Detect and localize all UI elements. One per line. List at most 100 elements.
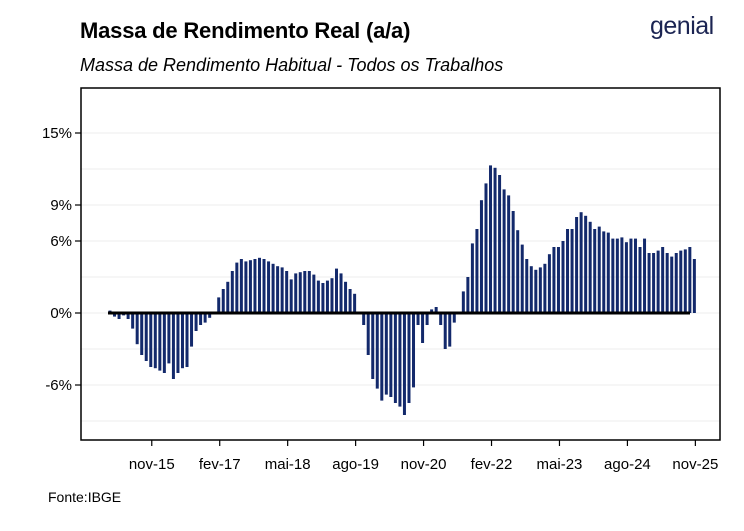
bar (235, 262, 239, 313)
bar (615, 238, 619, 313)
bar (579, 212, 583, 313)
bar (434, 307, 438, 313)
bar (670, 256, 674, 313)
bar (439, 313, 443, 325)
x-tick-label: ago-24 (604, 456, 651, 473)
bar (244, 261, 248, 313)
bar (597, 226, 601, 313)
plot-border (80, 87, 721, 441)
x-tick-label: fev-17 (199, 456, 241, 473)
bar (611, 238, 615, 313)
bar (276, 266, 280, 313)
bar (398, 313, 402, 407)
source-note: Fonte:IBGE (48, 489, 122, 505)
bar (489, 165, 493, 313)
bar (140, 313, 144, 355)
x-tick-label: fev-22 (471, 456, 513, 473)
bar (348, 289, 352, 313)
bar (421, 313, 425, 343)
bar (402, 313, 406, 415)
bar (534, 269, 538, 313)
bar (303, 271, 307, 313)
bar (126, 313, 130, 319)
bar (217, 297, 221, 313)
bar (448, 313, 452, 347)
bar (679, 250, 683, 313)
bar (375, 313, 379, 389)
bar (389, 313, 393, 397)
bar (167, 313, 171, 364)
bar (362, 313, 366, 325)
bar (629, 238, 633, 313)
bar (144, 313, 148, 361)
x-tick-label: mai-23 (537, 456, 583, 473)
bar (606, 232, 610, 313)
y-tick-label: 6% (50, 233, 72, 250)
bar (312, 274, 316, 313)
bar (194, 313, 198, 331)
genial-logo: genial (650, 12, 714, 40)
bar (171, 313, 175, 379)
bar (588, 221, 592, 313)
bar (262, 259, 266, 313)
bar (208, 313, 212, 318)
bar (584, 215, 588, 313)
bar (493, 167, 497, 313)
bar (643, 238, 647, 313)
bar (674, 253, 678, 313)
bar (307, 271, 311, 313)
bar (149, 313, 153, 367)
bar (239, 259, 243, 313)
bar (344, 281, 348, 313)
bar (335, 268, 338, 313)
bar (416, 313, 420, 325)
bar (285, 271, 289, 313)
bar (380, 313, 384, 401)
bar (570, 229, 574, 313)
bar (665, 253, 669, 313)
bar (470, 243, 474, 313)
bar (688, 247, 692, 313)
x-tick-label: nov-15 (129, 456, 175, 473)
bar (131, 313, 135, 329)
bar (185, 313, 189, 367)
bar (371, 313, 375, 379)
bar (661, 247, 665, 313)
bar (593, 229, 597, 313)
bar (575, 217, 579, 313)
bar (253, 259, 257, 313)
bar (638, 247, 642, 313)
bar (647, 253, 651, 313)
bar (203, 313, 207, 323)
bar (158, 313, 162, 371)
bar (280, 267, 284, 313)
bar (221, 289, 225, 313)
bar (226, 281, 230, 313)
bar (248, 260, 252, 313)
bar (257, 257, 261, 313)
bar (529, 266, 533, 313)
bar (190, 313, 194, 347)
bar (267, 261, 271, 313)
bar (683, 249, 687, 313)
bar (366, 313, 370, 355)
bar (407, 313, 411, 403)
bar (525, 259, 529, 313)
bar (561, 241, 565, 313)
bar (430, 309, 434, 313)
y-tick-label: 15% (42, 125, 72, 142)
bar (479, 200, 483, 313)
bar (325, 280, 329, 313)
x-tick-label: nov-25 (672, 456, 718, 473)
y-tick-label: -6% (45, 377, 72, 394)
bar (466, 277, 470, 313)
bar (498, 175, 502, 313)
bar (543, 263, 547, 313)
bar (384, 313, 388, 395)
bars (108, 165, 696, 415)
bar (330, 278, 334, 313)
y-tick-label: 9% (50, 197, 72, 214)
bar (656, 250, 660, 313)
bar (502, 189, 506, 313)
bar (230, 271, 234, 313)
